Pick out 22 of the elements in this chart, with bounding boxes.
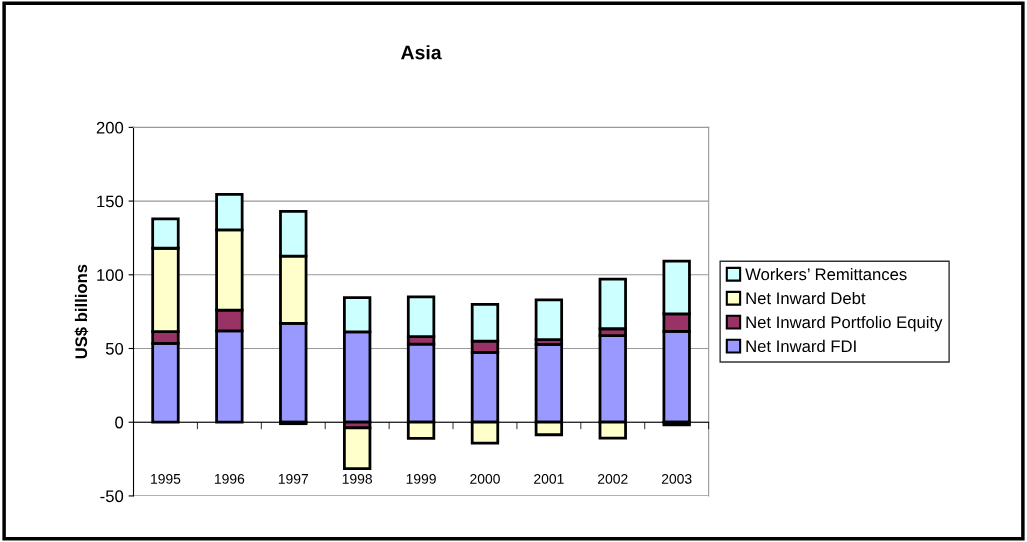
- x-tick-label: 2000: [470, 473, 500, 484]
- x-tick-label: 1997: [278, 473, 309, 484]
- y-axis-title: US$ billions: [74, 264, 89, 359]
- x-tick-label: 2001: [534, 473, 564, 484]
- x-tick-label: 1999: [406, 473, 436, 484]
- y-tick-label: 100: [97, 269, 124, 281]
- chart-title: Asia: [401, 45, 442, 60]
- y-tick-label: 150: [97, 195, 124, 208]
- legend-label: Net Inward Debt: [746, 291, 866, 305]
- legend-label: Net Inward FDI: [746, 339, 856, 353]
- legend-label: Net Inward Portfolio Equity: [746, 315, 943, 332]
- x-tick-label: 1995: [151, 473, 181, 484]
- x-tick-label: 2002: [598, 473, 628, 484]
- x-tick-label: 2003: [661, 473, 692, 484]
- y-tick-label: -50: [100, 490, 124, 503]
- y-tick-label: 0: [115, 416, 124, 429]
- x-tick-label: 1998: [342, 473, 373, 484]
- legend-label: Workers’ Remittances: [745, 267, 907, 281]
- y-tick-label: 50: [105, 342, 124, 355]
- y-tick-label: 200: [96, 121, 124, 134]
- x-tick-label: 1996: [214, 473, 245, 484]
- bar: [534, 298, 564, 342]
